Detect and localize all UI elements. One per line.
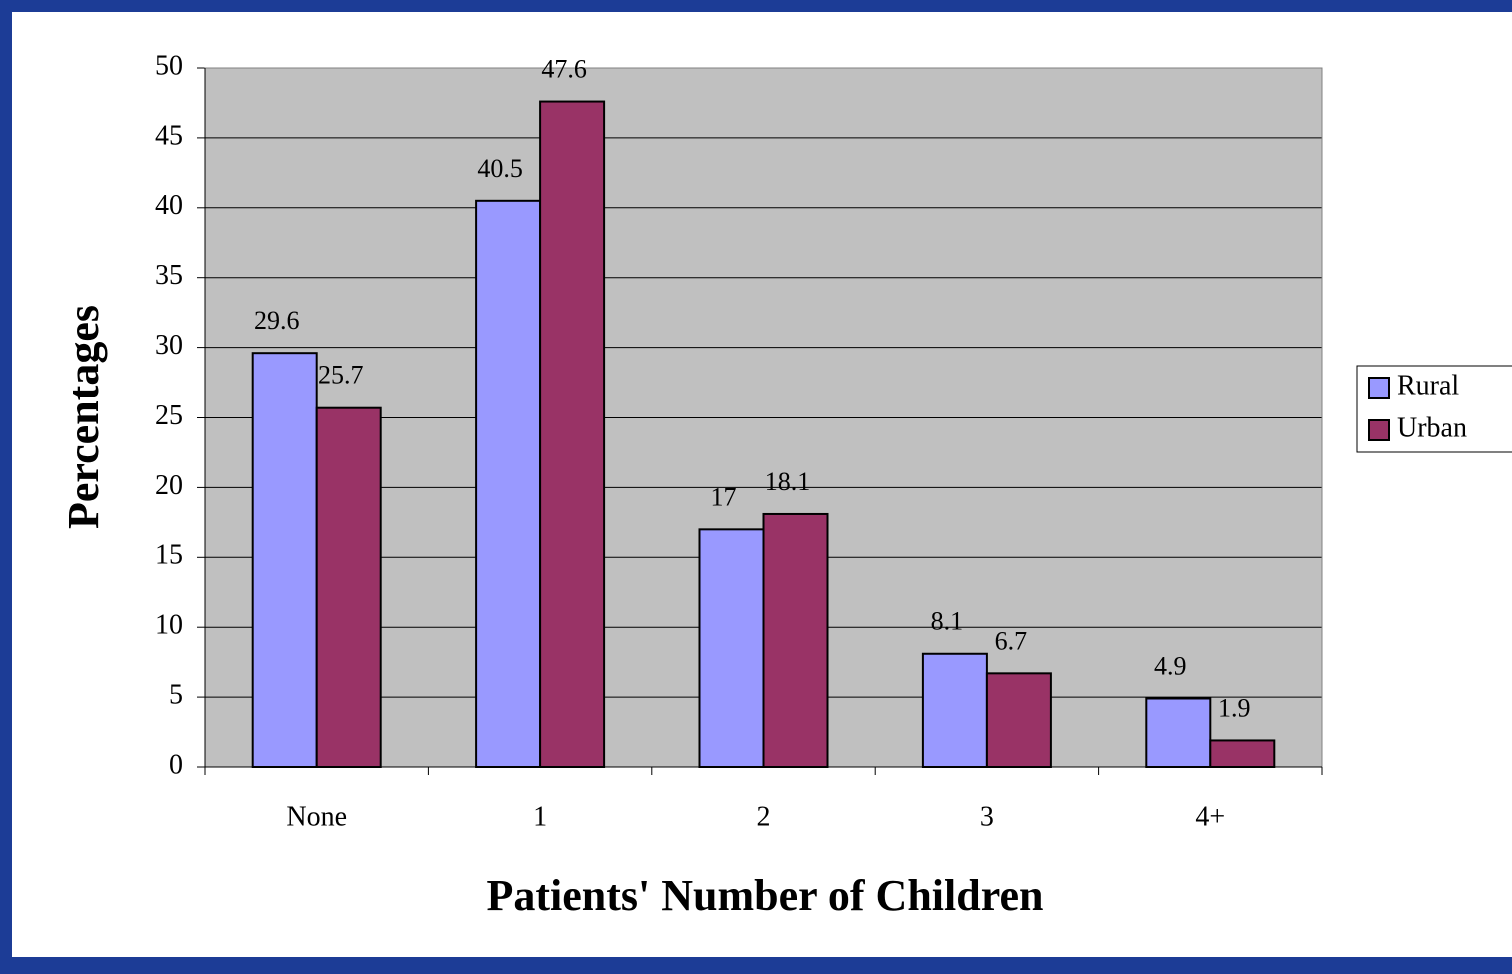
bar: [698, 528, 765, 769]
y-tick-label: 30: [155, 330, 183, 361]
data-label: 25.7: [318, 361, 364, 390]
data-label: 18.1: [765, 467, 811, 496]
bar: [921, 652, 988, 769]
x-tick-label: 1: [533, 801, 547, 832]
x-axis-title: Patients' Number of Children: [487, 871, 1044, 920]
data-label: 29.6: [254, 306, 300, 335]
y-tick-label: 45: [155, 120, 183, 151]
data-label: 4.9: [1154, 651, 1187, 680]
y-tick-label: 0: [169, 749, 183, 780]
legend-label: Urban: [1397, 412, 1467, 443]
bar: [315, 406, 382, 768]
data-label: 47.6: [541, 55, 587, 84]
x-tick-label: 4+: [1195, 801, 1225, 832]
x-tick-label: None: [286, 801, 347, 832]
bar: [251, 352, 318, 768]
data-label: 40.5: [477, 154, 523, 183]
y-tick-label: 15: [155, 540, 183, 571]
y-tick-label: 10: [155, 610, 183, 641]
x-tick-label: 3: [980, 801, 994, 832]
y-tick-label: 40: [155, 190, 183, 221]
y-tick-label: 50: [155, 50, 183, 81]
data-label: 8.1: [931, 607, 964, 636]
data-label: 17: [711, 482, 737, 511]
y-tick-label: 20: [155, 470, 183, 501]
legend-swatch: [1368, 377, 1390, 399]
bar: [539, 100, 606, 768]
bar: [1209, 739, 1276, 768]
legend-label: Rural: [1397, 370, 1459, 401]
bar: [985, 672, 1052, 768]
y-tick-label: 25: [155, 400, 183, 431]
bar: [762, 512, 829, 768]
legend-swatch: [1368, 419, 1390, 441]
x-tick-label: 2: [757, 801, 771, 832]
data-label: 1.9: [1218, 693, 1251, 722]
data-label: 6.7: [995, 626, 1028, 655]
bar: [1145, 697, 1212, 768]
y-tick-label: 5: [169, 680, 183, 711]
bar: [475, 199, 542, 768]
y-tick-label: 35: [155, 260, 183, 291]
y-axis-title: Percentages: [59, 305, 108, 529]
